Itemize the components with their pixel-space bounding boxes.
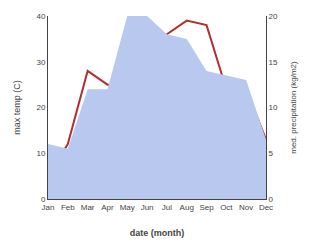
svg-text:15: 15 <box>269 58 278 67</box>
svg-text:10: 10 <box>36 149 45 158</box>
svg-text:Apr: Apr <box>101 203 114 212</box>
svg-text:40: 40 <box>36 12 45 21</box>
svg-text:30: 30 <box>36 58 45 67</box>
svg-text:Aug: Aug <box>180 203 194 212</box>
svg-text:0: 0 <box>269 195 274 204</box>
svg-text:Dec: Dec <box>259 203 273 212</box>
svg-text:Oct: Oct <box>220 203 233 212</box>
svg-text:Feb: Feb <box>61 203 75 212</box>
svg-text:Sep: Sep <box>199 203 214 212</box>
svg-text:0: 0 <box>41 195 46 204</box>
svg-text:max temp (C): max temp (C) <box>12 80 22 135</box>
svg-text:20: 20 <box>36 103 45 112</box>
svg-text:date (month): date (month) <box>130 228 185 238</box>
svg-text:med. precipitation (kg/m2): med. precipitation (kg/m2) <box>289 61 298 154</box>
svg-text:20: 20 <box>269 12 278 21</box>
svg-text:Nov: Nov <box>239 203 253 212</box>
svg-text:May: May <box>120 203 135 212</box>
svg-text:10: 10 <box>269 103 278 112</box>
svg-text:Mar: Mar <box>81 203 95 212</box>
svg-text:Jun: Jun <box>141 203 154 212</box>
svg-text:5: 5 <box>269 149 274 158</box>
svg-text:Jul: Jul <box>162 203 172 212</box>
svg-text:Jan: Jan <box>42 203 55 212</box>
